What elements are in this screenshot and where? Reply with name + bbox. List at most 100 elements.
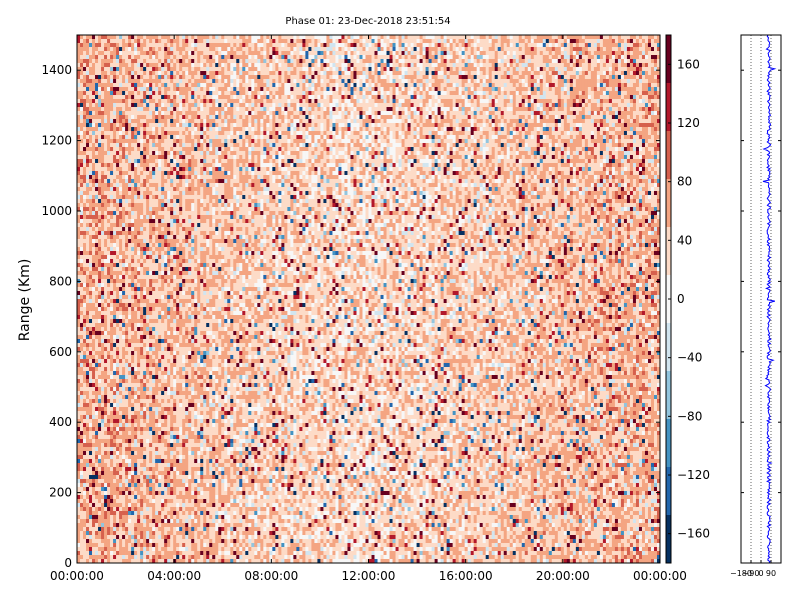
heatmap-cell xyxy=(407,123,411,128)
heatmap-cell xyxy=(326,39,330,44)
heatmap-cell xyxy=(200,75,204,80)
heatmap-cell xyxy=(239,115,243,120)
heatmap-cell xyxy=(347,83,351,88)
heatmap-cell xyxy=(218,47,222,52)
heatmap-cell xyxy=(497,83,502,88)
heatmap-cell xyxy=(224,119,228,124)
heatmap-cell xyxy=(179,47,183,52)
heatmap-cell xyxy=(296,63,300,68)
heatmap-cell xyxy=(608,127,613,132)
heatmap-cell xyxy=(392,123,396,128)
heatmap-cell xyxy=(347,111,351,116)
heatmap-cell xyxy=(617,99,622,104)
heatmap-cell xyxy=(104,35,108,40)
heatmap-cell xyxy=(338,39,342,44)
heatmap-cell xyxy=(299,79,303,84)
heatmap-cell xyxy=(521,103,526,108)
heatmap-cell xyxy=(245,87,249,92)
heatmap-cell xyxy=(434,115,438,120)
heatmap-cell xyxy=(386,79,390,84)
heatmap-cell xyxy=(365,79,369,84)
heatmap-cell xyxy=(194,87,198,92)
heatmap-cell xyxy=(215,43,219,48)
heatmap-cell xyxy=(278,43,282,48)
heatmap-cell xyxy=(116,135,120,140)
heatmap-cell xyxy=(227,103,231,108)
heatmap-cell xyxy=(329,111,333,116)
heatmap-cell xyxy=(503,67,508,72)
heatmap-cell xyxy=(209,107,213,112)
heatmap-cell xyxy=(632,91,637,96)
heatmap-cell xyxy=(107,103,111,108)
heatmap-cell xyxy=(215,75,219,80)
heatmap-cell xyxy=(314,111,318,116)
heatmap-cell xyxy=(650,115,655,120)
heatmap-cell xyxy=(254,47,258,52)
heatmap-cell xyxy=(569,119,574,124)
heatmap-cell xyxy=(284,103,288,108)
heatmap-cell xyxy=(626,55,631,60)
heatmap-cell xyxy=(131,47,135,52)
heatmap-cell xyxy=(452,39,456,44)
heatmap-cell xyxy=(134,35,138,40)
heatmap-cell xyxy=(83,35,87,40)
heatmap-cell xyxy=(203,59,207,64)
heatmap-cell xyxy=(281,35,285,40)
heatmap-cell xyxy=(578,55,583,60)
heatmap-cell xyxy=(569,83,574,88)
heatmap-cell xyxy=(596,103,601,108)
heatmap-cell xyxy=(650,83,655,88)
heatmap-cell xyxy=(335,135,339,140)
heatmap-cell xyxy=(506,83,511,88)
heatmap-cell xyxy=(497,79,502,84)
heatmap-cell xyxy=(173,131,177,136)
heatmap-cell xyxy=(455,63,460,68)
heatmap-cell xyxy=(392,59,396,64)
heatmap-cell xyxy=(410,51,414,56)
heatmap-cell xyxy=(644,127,649,132)
heatmap-cell xyxy=(80,135,84,140)
heatmap-cell xyxy=(185,91,189,96)
heatmap-cell xyxy=(287,35,291,40)
heatmap-cell xyxy=(137,51,141,56)
heatmap-cell xyxy=(554,119,559,124)
heatmap-cell xyxy=(461,135,466,140)
heatmap-cell xyxy=(350,71,354,76)
heatmap-cell xyxy=(149,39,153,44)
heatmap-cell xyxy=(353,135,357,140)
heatmap-cell xyxy=(110,79,114,84)
heatmap-cell xyxy=(278,115,282,120)
heatmap-cell xyxy=(233,51,237,56)
heatmap-cell xyxy=(77,95,81,100)
heatmap-cell xyxy=(572,59,577,64)
heatmap-cell xyxy=(632,127,637,132)
heatmap-cell xyxy=(122,43,126,48)
heatmap-cell xyxy=(143,115,147,120)
heatmap-cell xyxy=(620,79,625,84)
heatmap-cell xyxy=(545,127,550,132)
heatmap-cell xyxy=(227,51,231,56)
heatmap-cell xyxy=(539,71,544,76)
heatmap-cell xyxy=(404,115,408,120)
heatmap-cell xyxy=(554,79,559,84)
heatmap-cell xyxy=(263,87,267,92)
heatmap-cell xyxy=(404,35,408,40)
heatmap-cell xyxy=(131,111,135,116)
heatmap-cell xyxy=(143,95,147,100)
heatmap-cell xyxy=(302,111,306,116)
heatmap-cell xyxy=(122,79,126,84)
heatmap-cell xyxy=(584,59,589,64)
heatmap-cell xyxy=(116,55,120,60)
heatmap-cell xyxy=(158,47,162,52)
heatmap-cell xyxy=(575,99,580,104)
heatmap-cell xyxy=(563,119,568,124)
heatmap-cell xyxy=(593,75,598,80)
heatmap-cell xyxy=(104,47,108,52)
heatmap-cell xyxy=(287,63,291,68)
heatmap-cell xyxy=(575,131,580,136)
heatmap-cell xyxy=(407,127,411,132)
heatmap-cell xyxy=(80,91,84,96)
heatmap-cell xyxy=(347,39,351,44)
heatmap-cell xyxy=(176,87,180,92)
heatmap-cell xyxy=(443,135,447,140)
